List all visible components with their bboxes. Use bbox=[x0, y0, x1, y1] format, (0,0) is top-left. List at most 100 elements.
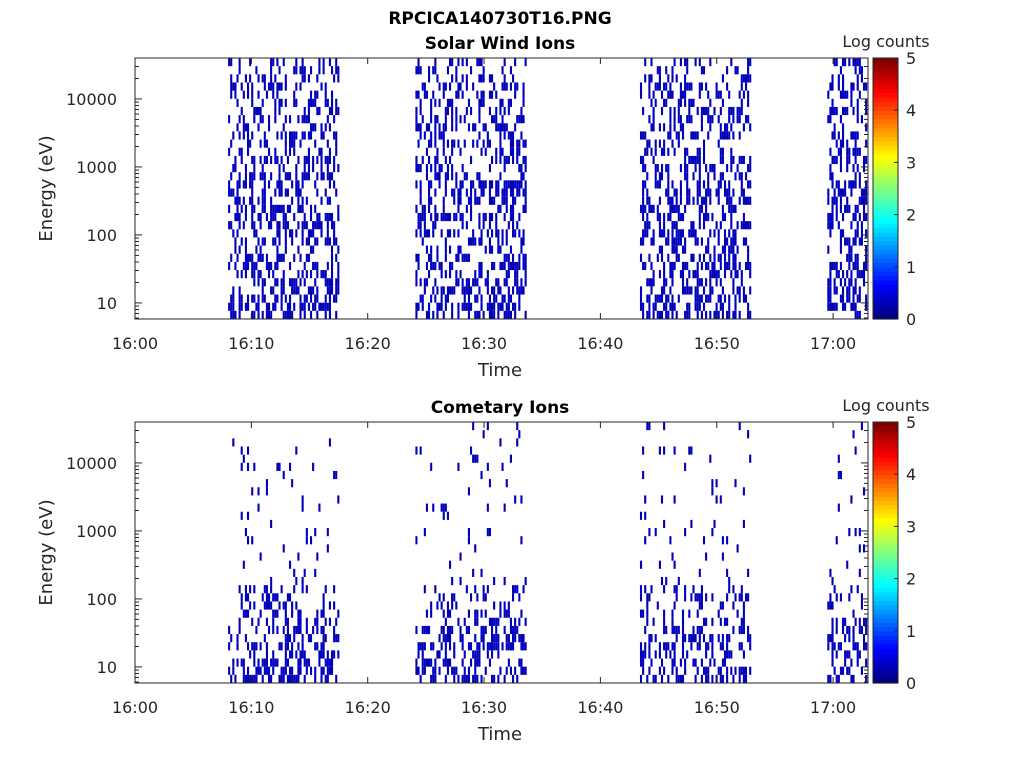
spectrogram-cell bbox=[675, 188, 678, 197]
spectrogram-cell bbox=[284, 609, 287, 618]
spectrogram-cell bbox=[265, 666, 268, 675]
spectrogram-cell bbox=[719, 674, 722, 683]
spectrogram-cell bbox=[673, 115, 676, 124]
spectrogram-cell bbox=[253, 204, 256, 213]
colorbar-segment bbox=[873, 674, 898, 680]
colorbar-segment bbox=[873, 639, 898, 645]
spectrogram-cell bbox=[862, 634, 866, 643]
spectrogram-cell bbox=[698, 188, 701, 197]
spectrogram-cell bbox=[646, 196, 649, 205]
spectrogram-cell bbox=[451, 310, 454, 319]
spectrogram-cell bbox=[301, 115, 304, 124]
spectrogram-cell bbox=[274, 658, 277, 667]
spectrogram-cell bbox=[854, 261, 857, 271]
spectrogram-cell bbox=[681, 131, 685, 140]
spectrogram-cell bbox=[265, 212, 268, 222]
spectrogram-cell bbox=[732, 131, 735, 140]
spectrogram-cell bbox=[488, 188, 491, 197]
spectrogram-cell bbox=[688, 155, 691, 165]
spectrogram-cell bbox=[721, 634, 724, 643]
spectrogram-cell bbox=[415, 155, 418, 165]
spectrogram-cell bbox=[457, 462, 460, 471]
spectrogram-cell bbox=[844, 58, 847, 67]
spectrogram-cell bbox=[648, 593, 651, 602]
spectrogram-cell bbox=[646, 617, 649, 626]
spectrogram-cell bbox=[337, 204, 340, 213]
spectrogram-cell bbox=[730, 270, 733, 279]
spectrogram-cell bbox=[293, 625, 296, 635]
colorbar-tick-label: 0 bbox=[906, 310, 916, 329]
spectrogram-cell bbox=[284, 294, 287, 303]
spectrogram-cell bbox=[495, 221, 498, 230]
spectrogram-cell bbox=[749, 58, 752, 67]
spectrogram-cell bbox=[453, 196, 456, 205]
spectrogram-cell bbox=[303, 658, 306, 667]
spectrogram-cell bbox=[324, 212, 327, 222]
spectrogram-cell bbox=[246, 90, 250, 99]
colorbar-segment bbox=[873, 669, 898, 675]
spectrogram-cell bbox=[470, 188, 473, 197]
spectrogram-cell bbox=[709, 229, 712, 238]
spectrogram-cell bbox=[671, 270, 674, 279]
x-tick-label: 16:00 bbox=[112, 334, 158, 353]
colorbar-tick-label: 5 bbox=[906, 413, 916, 432]
spectrogram-cell bbox=[728, 261, 731, 271]
spectrogram-cell bbox=[488, 617, 491, 626]
spectrogram-cell bbox=[728, 115, 731, 124]
spectrogram-cell bbox=[865, 98, 868, 107]
spectrogram-cell bbox=[522, 642, 525, 651]
spectrogram-cell bbox=[417, 66, 420, 75]
spectrogram-cell bbox=[648, 642, 651, 651]
spectrogram-cell bbox=[642, 106, 645, 116]
spectrogram-cell bbox=[253, 172, 256, 181]
spectrogram-cell bbox=[839, 278, 842, 287]
spectrogram-cell bbox=[858, 212, 861, 222]
spectrogram-cell bbox=[744, 666, 748, 675]
spectrogram-cell bbox=[449, 658, 452, 667]
spectrogram-cell bbox=[457, 196, 460, 205]
spectrogram-cell bbox=[707, 106, 710, 116]
colorbar-segment bbox=[873, 448, 898, 454]
spectrogram-cell bbox=[856, 82, 859, 91]
spectrogram-cell bbox=[639, 593, 643, 602]
spectrogram-cell bbox=[503, 576, 506, 586]
spectrogram-cell bbox=[723, 123, 727, 132]
spectrogram-cell bbox=[671, 617, 674, 626]
spectrogram-cell bbox=[307, 286, 310, 295]
colorbar-segment bbox=[873, 635, 898, 641]
spectrogram-cell bbox=[692, 270, 695, 279]
spectrogram-cell bbox=[451, 123, 454, 132]
spectrogram-cell bbox=[291, 609, 294, 618]
spectrogram-cell bbox=[522, 98, 525, 107]
spectrogram-cell bbox=[831, 302, 834, 311]
spectrogram-cell bbox=[472, 568, 475, 577]
spectrogram-cell bbox=[707, 188, 710, 197]
spectrogram-cell bbox=[837, 503, 840, 512]
spectrogram-cell bbox=[719, 221, 722, 230]
spectrogram-cell bbox=[446, 172, 449, 181]
spectrogram-cell bbox=[314, 617, 317, 626]
spectrogram-cell bbox=[470, 593, 473, 602]
spectrogram-cell bbox=[681, 286, 685, 295]
colorbar-segment bbox=[873, 643, 898, 649]
spectrogram-cell bbox=[717, 188, 720, 197]
spectrogram-cell bbox=[314, 261, 317, 271]
spectrogram-cell bbox=[667, 237, 670, 246]
spectrogram-cell bbox=[467, 625, 470, 635]
spectrogram-cell bbox=[865, 617, 868, 626]
spectrogram-cell bbox=[301, 650, 304, 659]
colorbar-segment bbox=[873, 92, 898, 98]
spectrogram-cell bbox=[328, 106, 331, 116]
spectrogram-cell bbox=[459, 196, 462, 205]
spectrogram-cell bbox=[694, 270, 697, 279]
spectrogram-cell bbox=[728, 585, 731, 594]
spectrogram-cell bbox=[673, 560, 676, 569]
spectrogram-cell bbox=[692, 253, 695, 262]
spectrogram-cell bbox=[478, 221, 481, 230]
spectrogram-cell bbox=[312, 302, 315, 311]
spectrogram-cell bbox=[644, 585, 647, 594]
spectrogram-cell bbox=[436, 601, 439, 610]
spectrogram-cell bbox=[673, 261, 676, 271]
spectrogram-cell bbox=[465, 221, 468, 230]
spectrogram-cell bbox=[831, 576, 834, 586]
